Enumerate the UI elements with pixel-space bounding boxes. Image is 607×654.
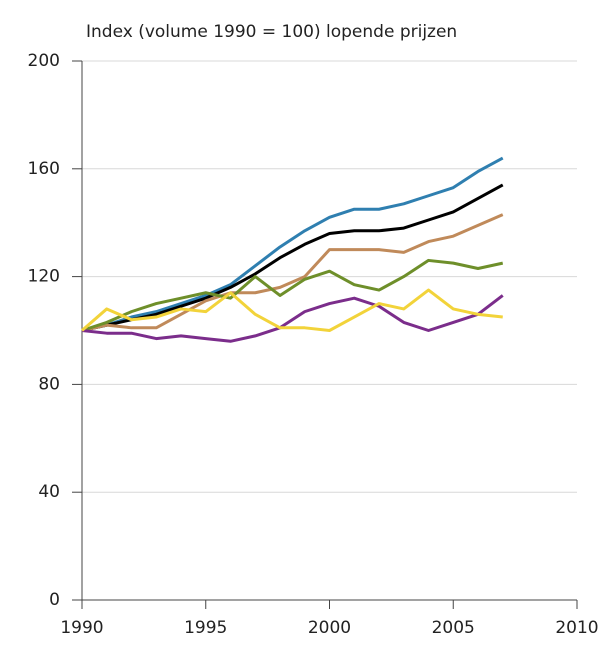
y-tick-label: 120: [28, 267, 60, 287]
x-tick-label: 2010: [555, 618, 598, 638]
series-line: [81, 288, 503, 332]
y-tick-label: 80: [38, 374, 60, 394]
series-line: [81, 156, 504, 332]
x-tick-label: 2005: [432, 618, 475, 638]
y-tick-label: 160: [28, 159, 60, 179]
series-line: [81, 258, 504, 332]
y-tick-label: 200: [28, 51, 60, 71]
chart-title: Index (volume 1990 = 100) lopende prijze…: [86, 22, 457, 42]
x-tick-label: 2000: [308, 618, 351, 638]
series-line: [81, 213, 504, 332]
y-tick-label: 0: [49, 590, 60, 610]
series-line: [81, 183, 504, 332]
x-tick-label: 1995: [184, 618, 227, 638]
x-tick-label: 1990: [60, 618, 103, 638]
y-tick-label: 40: [38, 482, 60, 502]
series-line: [81, 294, 504, 343]
